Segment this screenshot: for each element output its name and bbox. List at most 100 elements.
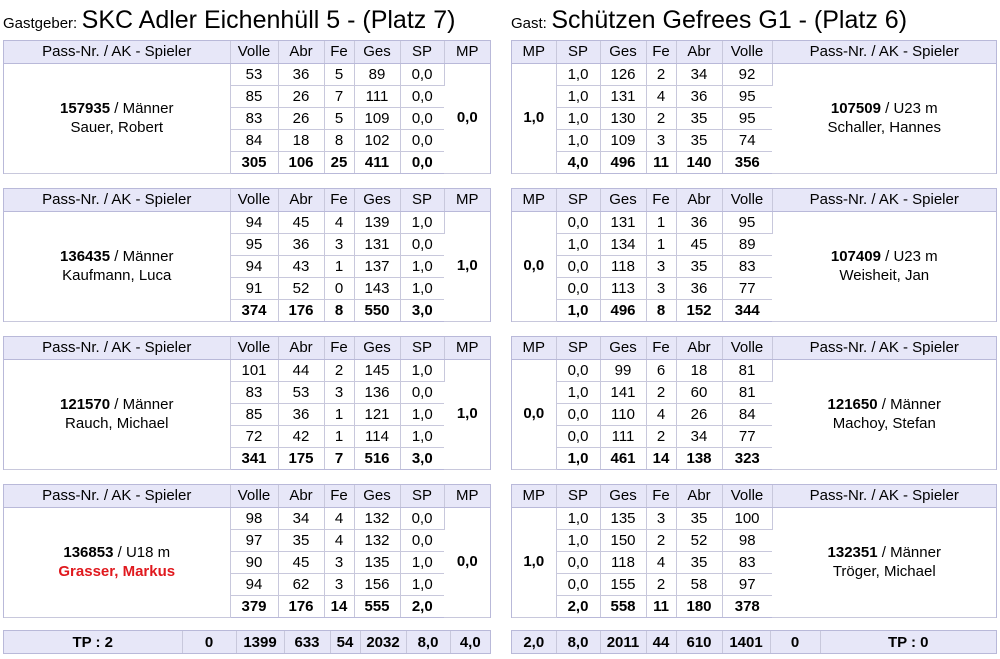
score-cell: 83 bbox=[722, 551, 772, 574]
player-cell: 107509 / U23 m Schaller, Hannes bbox=[772, 63, 996, 174]
player-cell: 107409 / U23 m Weisheit, Jan bbox=[772, 211, 996, 322]
column-header: Fe bbox=[324, 41, 355, 64]
home-total-mp: 4,0 bbox=[459, 633, 481, 651]
match-points: 1,0 bbox=[444, 359, 490, 470]
guest-title: Schützen Gefrees G1 - (Platz 6) bbox=[551, 6, 908, 34]
sum-cell: 4,0 bbox=[556, 151, 601, 173]
guest-total-tp: TP : 0 bbox=[887, 633, 929, 651]
score-cell: 110 bbox=[600, 403, 647, 426]
column-header: Pass-Nr. / AK - Spieler bbox=[772, 41, 996, 64]
score-cell: 101 bbox=[230, 359, 279, 382]
column-header: MP bbox=[512, 485, 557, 508]
score-cell: 118 bbox=[600, 551, 647, 574]
score-cell: 135 bbox=[354, 551, 401, 574]
column-header: SP bbox=[556, 41, 601, 64]
score-cell: 137 bbox=[354, 255, 401, 278]
age-class: / Männer bbox=[110, 396, 174, 414]
score-cell: 77 bbox=[722, 277, 772, 300]
pass-number: 107509 bbox=[830, 100, 881, 118]
guest-total-ges: 2011 bbox=[600, 631, 647, 653]
score-cell: 18 bbox=[278, 129, 325, 152]
guest-total-fe: 44 bbox=[646, 631, 677, 653]
column-header: Fe bbox=[646, 485, 677, 508]
score-cell: 155 bbox=[600, 573, 647, 596]
score-cell: 35 bbox=[676, 507, 723, 530]
score-cell: 0,0 bbox=[556, 551, 601, 574]
column-header: Abr bbox=[278, 189, 325, 212]
score-cell: 3 bbox=[324, 573, 355, 596]
column-header: Fe bbox=[324, 189, 355, 212]
sum-cell: 25 bbox=[324, 151, 355, 173]
score-cell: 0,0 bbox=[556, 403, 601, 426]
column-header: MP bbox=[512, 337, 557, 360]
score-cell: 126 bbox=[600, 63, 647, 86]
score-cell: 35 bbox=[278, 529, 325, 552]
sum-cell: 555 bbox=[354, 595, 401, 617]
score-cell: 36 bbox=[278, 403, 325, 426]
score-cell: 0,0 bbox=[400, 107, 444, 130]
age-class: / U23 m bbox=[880, 100, 938, 118]
score-cell: 42 bbox=[278, 425, 325, 448]
column-header: Volle bbox=[722, 189, 773, 212]
score-cell: 18 bbox=[676, 359, 723, 382]
score-cell: 111 bbox=[600, 425, 647, 448]
score-cell: 77 bbox=[722, 425, 772, 448]
score-cell: 0,0 bbox=[400, 129, 444, 152]
column-header: Pass-Nr. / AK - Spieler bbox=[772, 337, 996, 360]
score-cell: 131 bbox=[354, 233, 401, 256]
column-header: SP bbox=[400, 337, 445, 360]
score-cell: 85 bbox=[230, 403, 279, 426]
score-cell: 143 bbox=[354, 277, 401, 300]
guest-player-block: MP SP Ges Fe Abr Volle Pass-Nr. / AK - Spieler… bbox=[511, 336, 997, 470]
score-cell: 36 bbox=[676, 211, 723, 234]
guest-total-volle: 1401 bbox=[722, 631, 771, 653]
column-header: Abr bbox=[278, 337, 325, 360]
match-points: 0,0 bbox=[512, 359, 557, 470]
score-cell: 6 bbox=[646, 359, 677, 382]
column-header: Fe bbox=[646, 337, 677, 360]
column-header: MP bbox=[444, 189, 490, 212]
column-header: Pass-Nr. / AK - Spieler bbox=[4, 485, 231, 508]
sum-cell: 379 bbox=[230, 595, 279, 617]
column-header: Abr bbox=[676, 41, 723, 64]
player-name: Grasser, Markus bbox=[58, 563, 176, 581]
guest-total-sp: 8,0 bbox=[556, 631, 601, 653]
column-header: MP bbox=[444, 485, 490, 508]
score-cell: 2 bbox=[646, 425, 677, 448]
score-cell: 74 bbox=[722, 129, 772, 152]
column-header: SP bbox=[556, 189, 601, 212]
score-cell: 3 bbox=[646, 255, 677, 278]
sum-cell: 7 bbox=[324, 447, 355, 469]
score-cell: 1,0 bbox=[556, 507, 601, 530]
age-class: / Männer bbox=[110, 100, 174, 118]
sum-cell: 11 bbox=[646, 151, 677, 173]
score-cell: 4 bbox=[324, 211, 355, 234]
player-name: Sauer, Robert bbox=[70, 119, 164, 137]
home-player-block: Pass-Nr. / AK - Spieler Volle Abr Fe Ges SP MP… bbox=[3, 188, 491, 322]
score-cell: 0,0 bbox=[400, 85, 444, 108]
sum-cell: 1,0 bbox=[556, 447, 601, 469]
column-header: Volle bbox=[722, 337, 773, 360]
score-cell: 0,0 bbox=[400, 529, 444, 552]
guest-player-block: MP SP Ges Fe Abr Volle Pass-Nr. / AK - Spieler… bbox=[511, 188, 997, 322]
player-cell: 121650 / Männer Machoy, Stefan bbox=[772, 359, 996, 470]
home-totals-row: TP : 2 0 1399 633 54 2032 8,0 4,0 bbox=[3, 630, 491, 654]
score-cell: 45 bbox=[676, 233, 723, 256]
sum-cell: 411 bbox=[354, 151, 401, 173]
score-cell: 94 bbox=[230, 255, 279, 278]
column-header: Volle bbox=[230, 485, 279, 508]
score-cell: 60 bbox=[676, 381, 723, 404]
column-header: Volle bbox=[230, 41, 279, 64]
score-cell: 35 bbox=[676, 255, 723, 278]
score-cell: 7 bbox=[324, 85, 355, 108]
score-cell: 114 bbox=[354, 425, 401, 448]
score-cell: 4 bbox=[324, 507, 355, 530]
score-cell: 0,0 bbox=[556, 211, 601, 234]
score-cell: 0,0 bbox=[400, 63, 445, 86]
score-cell: 0,0 bbox=[556, 573, 601, 596]
player-name: Rauch, Michael bbox=[65, 415, 169, 433]
column-header: SP bbox=[400, 189, 445, 212]
score-cell: 52 bbox=[278, 277, 325, 300]
score-cell: 1,0 bbox=[556, 85, 601, 108]
score-cell: 34 bbox=[676, 425, 723, 448]
